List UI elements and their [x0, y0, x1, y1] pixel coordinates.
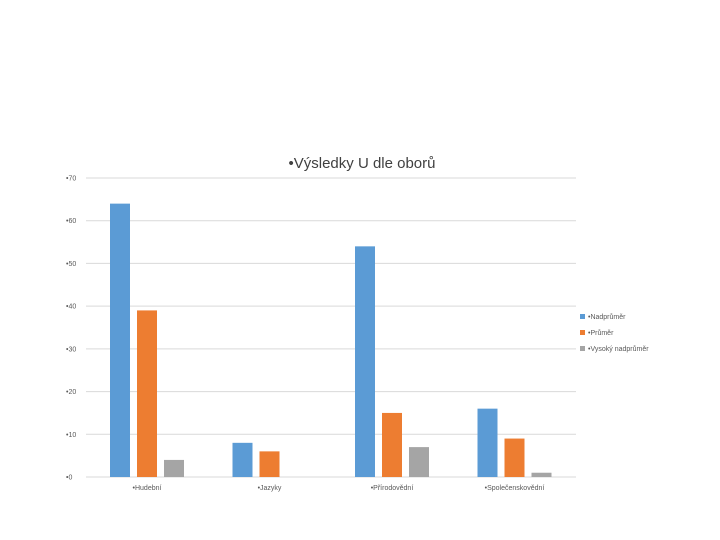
legend: •Nadprůměr •Průměr •Vysoký nadprůměr: [580, 313, 649, 353]
bar: [259, 451, 280, 477]
legend-swatch: [580, 330, 585, 335]
bar: [382, 412, 402, 477]
x-category-label: •Hudební: [133, 485, 162, 492]
y-axis-ticks: •0 •10 •20 •30 •40 •50 •60 •70: [66, 176, 76, 482]
bar: [477, 408, 498, 477]
bar: [232, 442, 253, 477]
bar: [409, 447, 429, 477]
x-category-label: •Společenskovědní: [485, 485, 545, 492]
legend-label: •Průměr: [588, 329, 614, 337]
y-tick-label: •0: [66, 475, 72, 482]
chart-title: •Výsledky U dle oborů: [289, 155, 436, 172]
bars: [110, 203, 552, 477]
bar: [355, 246, 375, 477]
x-category-label: •Přírodovědní: [371, 485, 414, 492]
legend-label: •Nadprůměr: [588, 313, 626, 321]
legend-label: •Vysoký nadprůměr: [588, 345, 649, 353]
x-category-label: •Jazyky: [258, 485, 282, 492]
y-tick-label: •50: [66, 261, 76, 268]
gridlines: [86, 177, 576, 478]
legend-swatch: [580, 314, 585, 319]
bar: [531, 472, 552, 477]
y-tick-label: •60: [66, 218, 76, 225]
x-axis-labels: •Hudební •Jazyky •Přírodovědní •Společensko…: [133, 485, 545, 492]
bar: [504, 438, 525, 477]
bar: [137, 310, 157, 477]
bar: [164, 459, 184, 477]
legend-swatch: [580, 346, 585, 351]
y-tick-label: •70: [66, 176, 76, 183]
bar: [110, 203, 130, 477]
y-tick-label: •40: [66, 304, 76, 311]
y-tick-label: •10: [66, 432, 76, 439]
y-tick-label: •30: [66, 346, 76, 353]
y-tick-label: •20: [66, 389, 76, 396]
